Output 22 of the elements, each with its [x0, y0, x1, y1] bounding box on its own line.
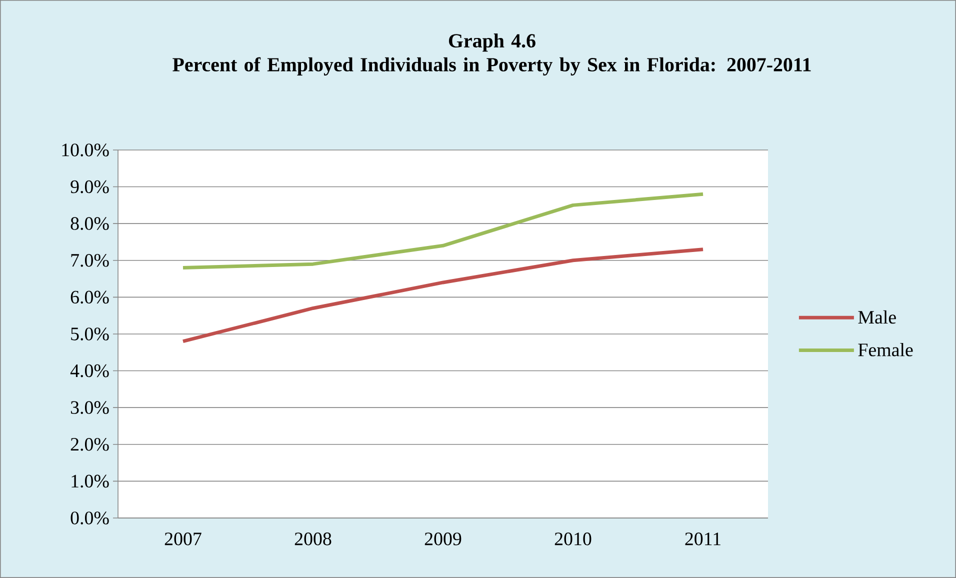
- x-tick-label: 2010: [554, 532, 592, 546]
- line-series: [181, 248, 705, 344]
- y-tick-label: 6.0%: [70, 290, 109, 304]
- y-tick-label: 9.0%: [70, 180, 109, 194]
- y-tick-label: 5.0%: [71, 328, 109, 340]
- y-tick-label: 4.0%: [70, 364, 109, 378]
- legend-label: Female: [858, 342, 913, 356]
- chart-subtitle: Percent of Employed Individuals in Poverty by Sex in Florida: 2007-2011: [172, 57, 811, 76]
- legend-label: Male: [858, 310, 896, 324]
- x-tick-label: 2011: [685, 532, 720, 546]
- chart-title: Graph 4.6: [448, 34, 536, 52]
- x-tick-label: 2009: [424, 532, 462, 546]
- y-tick-label: 7.0%: [71, 254, 109, 267]
- y-tick-label: 8.0%: [70, 217, 109, 230]
- line-series: [181, 192, 705, 270]
- x-tick-label: 2008: [294, 532, 332, 546]
- x-tick-label: 2007: [164, 532, 202, 546]
- y-tick-label: 2.0%: [70, 438, 109, 451]
- y-tick-label: 0.0%: [70, 512, 109, 524]
- y-tick-label: 10.0%: [62, 144, 109, 156]
- y-tick-label: 3.0%: [70, 401, 109, 414]
- y-tick-label: 1.0%: [72, 474, 109, 488]
